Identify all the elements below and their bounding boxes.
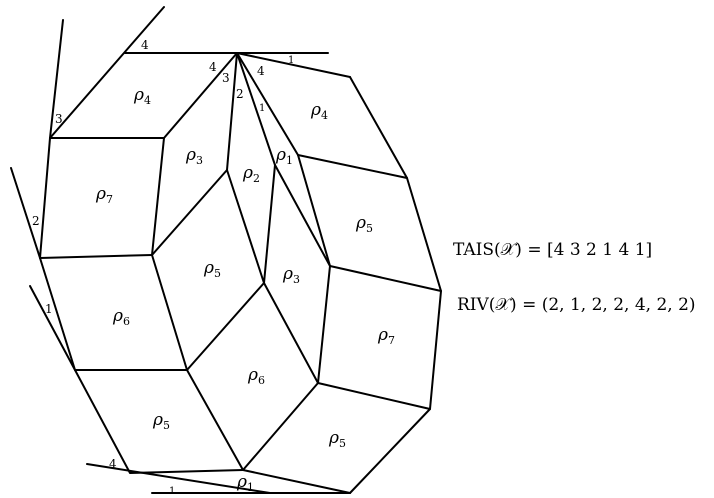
region-label: ρ7 (95, 184, 113, 206)
region-label: ρ1 (236, 472, 254, 494)
edge (350, 77, 441, 493)
region-label: ρ5 (355, 213, 373, 235)
edge (298, 155, 407, 178)
edge-label: 3 (222, 71, 230, 85)
edge (164, 53, 237, 138)
edge-label: 1 (259, 103, 265, 114)
edge (40, 255, 152, 258)
region-label: ρ2 (242, 163, 260, 185)
region-label: ρ1 (275, 145, 293, 167)
region-label: ρ6 (247, 365, 265, 387)
edge (243, 383, 318, 470)
edge (50, 7, 164, 138)
region-label: ρ4 (133, 85, 151, 107)
edge-label: 1 (169, 486, 175, 497)
edge (187, 283, 264, 370)
edge (11, 168, 40, 258)
edge-label: 3 (55, 112, 63, 126)
edge-label: 4 (141, 38, 149, 52)
region-label: ρ3 (282, 264, 300, 286)
riv-formula: RIV(𝒳) = (2, 1, 2, 2, 4, 2, 2) (457, 295, 696, 315)
edge (264, 283, 318, 383)
edge (152, 170, 227, 255)
region-label: ρ3 (185, 145, 203, 167)
edge (298, 155, 330, 266)
edge-label: 1 (288, 55, 294, 66)
region-label: ρ7 (377, 325, 395, 347)
edge (40, 138, 243, 473)
region-label: ρ4 (310, 100, 328, 122)
edge (237, 53, 298, 155)
edge-label: 4 (257, 64, 265, 78)
edge (243, 470, 350, 493)
edge (330, 266, 441, 291)
region-label: ρ5 (328, 428, 346, 450)
edge (318, 266, 330, 383)
edge (318, 383, 430, 409)
region-label: ρ6 (112, 306, 130, 328)
edge-label: 4 (209, 60, 217, 74)
tais-formula: TAIS(𝒳) = [4 3 2 1 4 1] (453, 240, 652, 260)
edge (237, 53, 275, 165)
region-label: ρ5 (203, 258, 221, 280)
edge-label: 2 (32, 214, 40, 228)
edge-label: 1 (45, 302, 53, 316)
edge (264, 165, 275, 283)
region-labels: ρ4 ρ4 ρ3 ρ2 ρ1 ρ7 ρ5 ρ5 ρ3 ρ6 ρ7 ρ6 ρ5 ρ… (95, 85, 395, 494)
edge (275, 165, 330, 266)
region-label: ρ5 (152, 410, 170, 432)
edge (227, 170, 264, 283)
edge-label: 4 (109, 457, 117, 471)
edge-label: 2 (236, 87, 244, 101)
